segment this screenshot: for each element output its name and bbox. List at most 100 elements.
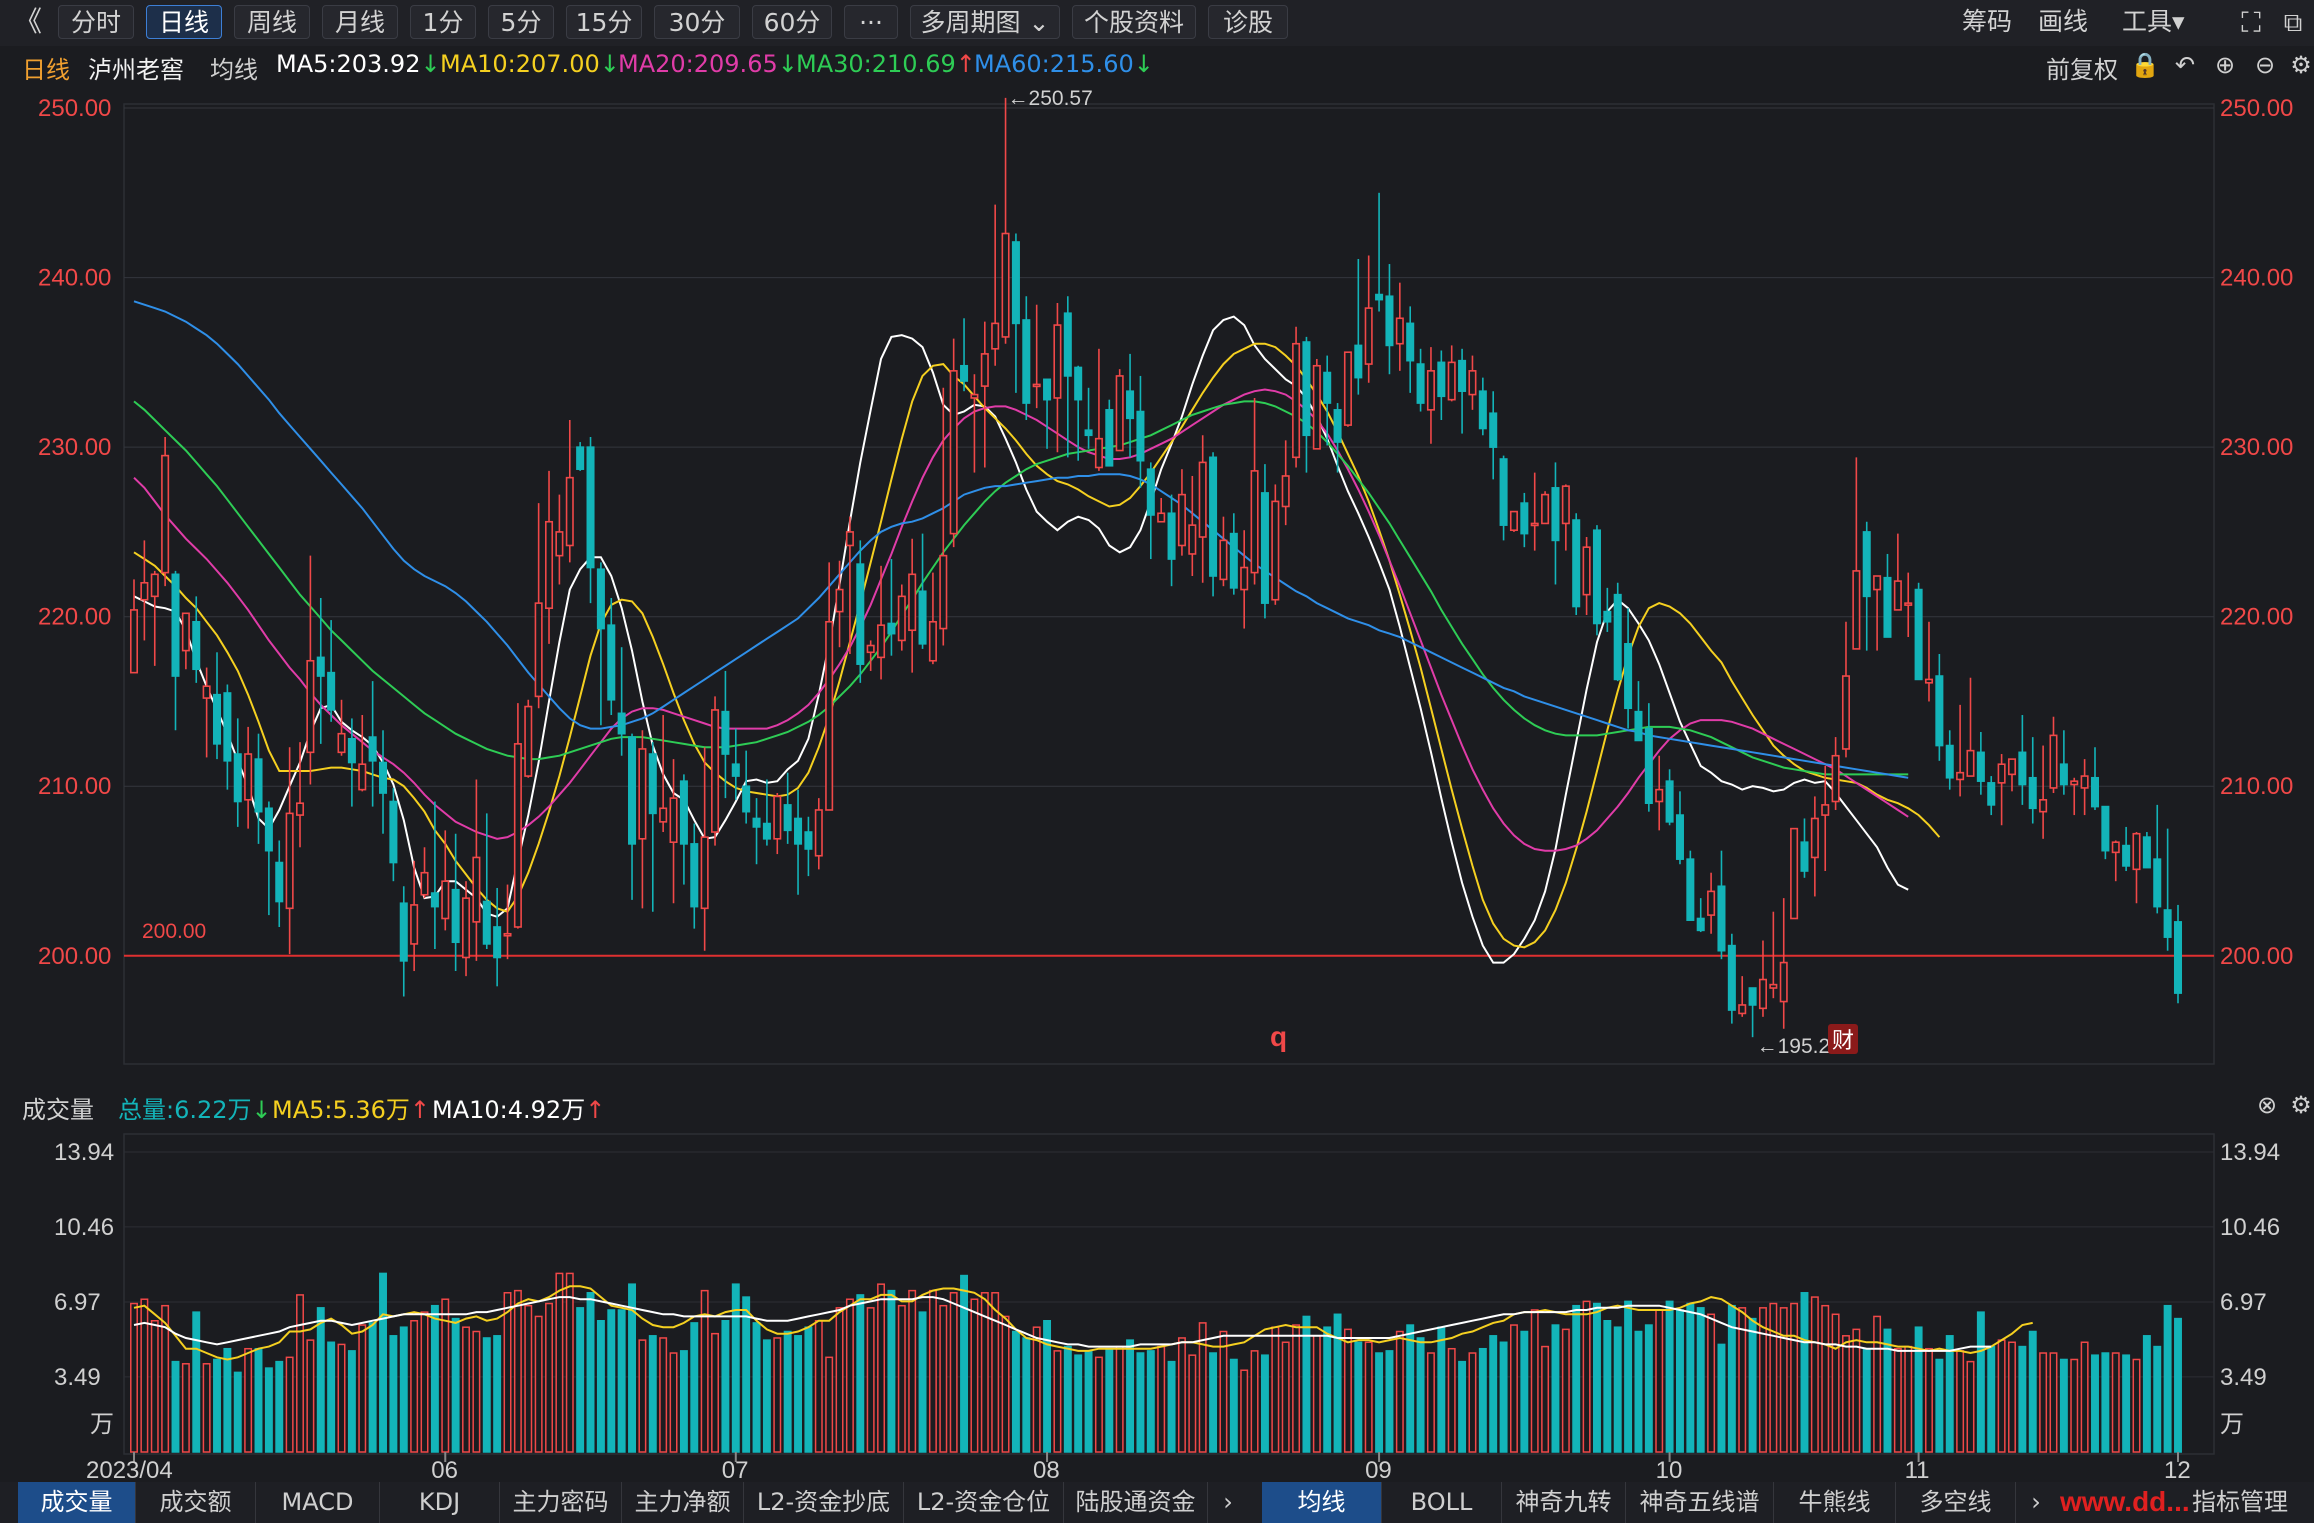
candle-body bbox=[1219, 539, 1228, 581]
zoom-in-icon[interactable]: ⊕ bbox=[2214, 51, 2236, 79]
volume-bar bbox=[1883, 1328, 1892, 1453]
tab-15min[interactable]: 15分 bbox=[566, 5, 642, 39]
candle-body bbox=[264, 807, 273, 852]
chevron-right-icon[interactable]: › bbox=[1223, 1488, 1233, 1516]
ma-label[interactable]: 均线 bbox=[210, 56, 258, 84]
chips-button[interactable]: 筹码 bbox=[1962, 7, 2013, 36]
candle-body bbox=[462, 897, 471, 959]
tab-kdj[interactable]: KDJ bbox=[380, 1482, 500, 1523]
candle-body bbox=[2122, 844, 2131, 867]
tab-northbound[interactable]: 陆股通资金 bbox=[1064, 1482, 1208, 1523]
volume-bar bbox=[2101, 1352, 2110, 1453]
candle-body bbox=[690, 843, 699, 908]
volume-bar bbox=[1738, 1307, 1747, 1453]
volume-bar bbox=[991, 1292, 1000, 1453]
gear-icon[interactable]: ⚙ bbox=[2290, 51, 2312, 79]
indicator-manage-button[interactable]: 指标管理 bbox=[2192, 1488, 2288, 1516]
tab-5min[interactable]: 5分 bbox=[488, 5, 554, 39]
candle-body bbox=[773, 795, 782, 840]
candle-body bbox=[1437, 361, 1446, 398]
fuquan-dropdown[interactable]: 前复权 bbox=[2046, 56, 2118, 84]
tools-dropdown[interactable]: 工具▾ bbox=[2122, 7, 2185, 36]
back-button[interactable]: 《 bbox=[14, 5, 43, 38]
candle-body bbox=[887, 622, 896, 635]
tab-rixian[interactable]: 日线 bbox=[146, 5, 222, 39]
tab-magic-nine[interactable]: 神奇九转 bbox=[1502, 1482, 1626, 1523]
tab-main-net[interactable]: 主力净额 bbox=[622, 1482, 744, 1523]
volume-bar bbox=[659, 1337, 668, 1453]
volume-bar bbox=[296, 1294, 304, 1453]
volume-bar bbox=[1676, 1309, 1684, 1453]
candle-body bbox=[513, 743, 522, 928]
watermark: www.dd... bbox=[2060, 1486, 2190, 1517]
fullscreen-icon[interactable]: ⛶ bbox=[2241, 6, 2261, 39]
tab-30min[interactable]: 30分 bbox=[654, 5, 740, 39]
candle-body bbox=[420, 871, 429, 896]
volume-bar bbox=[721, 1319, 730, 1453]
volume-chart[interactable]: 13.94 13.94 10.46 10.46 6.97 6.97 3.49 3.49 万 万 2… bbox=[0, 1126, 2314, 1482]
event-marker-q[interactable]: q bbox=[1270, 1021, 1287, 1052]
chevron-right-icon-2[interactable]: › bbox=[2031, 1488, 2041, 1516]
candle-body bbox=[1001, 232, 1010, 338]
candle-body bbox=[1800, 841, 1809, 872]
candle-body bbox=[223, 692, 232, 762]
tab-l2-bottom[interactable]: L2-资金抄底 bbox=[744, 1482, 904, 1523]
earnings-marker-bg[interactable] bbox=[1828, 1024, 1858, 1054]
candle-body bbox=[700, 836, 709, 910]
candle-body bbox=[1323, 371, 1332, 404]
tab-magic-five[interactable]: 神奇五线谱 bbox=[1626, 1482, 1774, 1523]
candle-body bbox=[596, 568, 605, 630]
tab-yuexian[interactable]: 月线 bbox=[322, 5, 398, 39]
draw-button[interactable]: 画线 bbox=[2038, 7, 2089, 36]
x-tick-label-7: 12 bbox=[2164, 1457, 2191, 1482]
gear-icon[interactable]: ⚙ bbox=[2290, 1091, 2312, 1119]
stock-info-button[interactable]: 个股资料 bbox=[1072, 5, 1196, 39]
volume-label[interactable]: 成交量 bbox=[22, 1096, 94, 1124]
candle-body bbox=[877, 624, 886, 659]
tab-bull-bear[interactable]: 牛熊线 bbox=[1774, 1482, 1896, 1523]
multi-period-dropdown[interactable]: 多周期图 ⌄ bbox=[910, 5, 1060, 39]
tab-60min[interactable]: 60分 bbox=[752, 5, 832, 39]
close-icon[interactable]: ⊗ bbox=[2256, 1091, 2278, 1119]
diagnose-button[interactable]: 诊股 bbox=[1208, 5, 1288, 39]
volume-bar bbox=[960, 1274, 969, 1453]
more-button[interactable]: ··· bbox=[844, 5, 898, 39]
x-tick-label-5: 10 bbox=[1656, 1457, 1683, 1482]
candle-body bbox=[1395, 317, 1404, 345]
tab-boll[interactable]: BOLL bbox=[1382, 1482, 1502, 1523]
x-tick-label-2: 07 bbox=[722, 1457, 749, 1482]
volume-bar bbox=[2028, 1330, 2037, 1453]
price-chart[interactable]: 250.00 250.00 240.00 240.00 230.00 230.00 220.… bbox=[0, 86, 2314, 1086]
lock-icon[interactable]: 🔒 bbox=[2130, 51, 2160, 79]
candle-body bbox=[960, 364, 969, 382]
undo-icon[interactable]: ↶ bbox=[2174, 51, 2196, 79]
tab-zhouxian[interactable]: 周线 bbox=[234, 5, 310, 39]
tab-volume[interactable]: 成交量 bbox=[18, 1482, 136, 1523]
tab-1min[interactable]: 1分 bbox=[410, 5, 476, 39]
volume-bar bbox=[1769, 1302, 1778, 1453]
tab-ma[interactable]: 均线 bbox=[1262, 1482, 1382, 1523]
volume-bar bbox=[513, 1289, 522, 1453]
volume-bar bbox=[1893, 1347, 1902, 1453]
tab-l2-position[interactable]: L2-资金仓位 bbox=[904, 1482, 1064, 1523]
volume-bar bbox=[1281, 1341, 1290, 1453]
tab-amount[interactable]: 成交额 bbox=[136, 1482, 256, 1523]
tab-long-short[interactable]: 多空线 bbox=[1896, 1482, 2016, 1523]
volume-bar bbox=[1624, 1300, 1633, 1453]
candle-body bbox=[1582, 546, 1591, 596]
zoom-out-icon[interactable]: ⊖ bbox=[2254, 51, 2276, 79]
candle-body bbox=[939, 554, 948, 630]
volume-bar bbox=[389, 1335, 398, 1453]
volume-bar bbox=[1997, 1339, 2006, 1453]
candle-body bbox=[1478, 390, 1487, 430]
volume-bar bbox=[1001, 1315, 1010, 1453]
volume-ma10-line bbox=[133, 1296, 1992, 1352]
tab-main-code[interactable]: 主力密码 bbox=[500, 1482, 622, 1523]
tab-macd[interactable]: MACD bbox=[256, 1482, 380, 1523]
restore-icon[interactable]: ⧉ bbox=[2283, 8, 2303, 38]
volume-bar bbox=[462, 1326, 470, 1453]
volume-tick-left-2: 6.97 bbox=[54, 1289, 101, 1316]
tab-fenshi[interactable]: 分时 bbox=[58, 5, 134, 39]
candle-body bbox=[472, 856, 481, 923]
earnings-marker[interactable]: 财 bbox=[1832, 1029, 1854, 1054]
